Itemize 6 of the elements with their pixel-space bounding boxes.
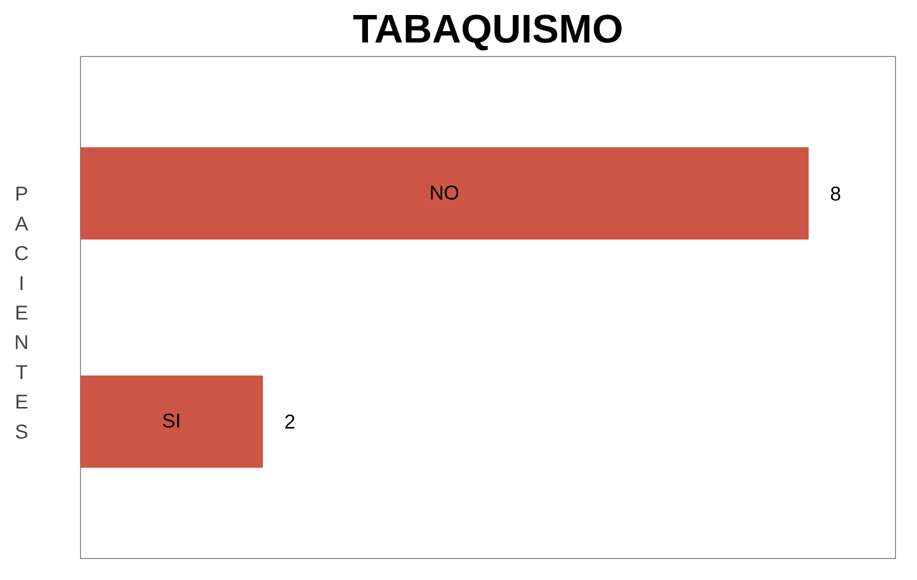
y-tick-label: SI	[162, 410, 181, 433]
data-label: 2	[284, 412, 296, 434]
text: PACIENTES	[14, 184, 29, 444]
y-tick-label: NO	[429, 182, 460, 204]
chart-title: TABAQUISMO	[352, 8, 624, 52]
data-label: 8	[830, 183, 842, 206]
